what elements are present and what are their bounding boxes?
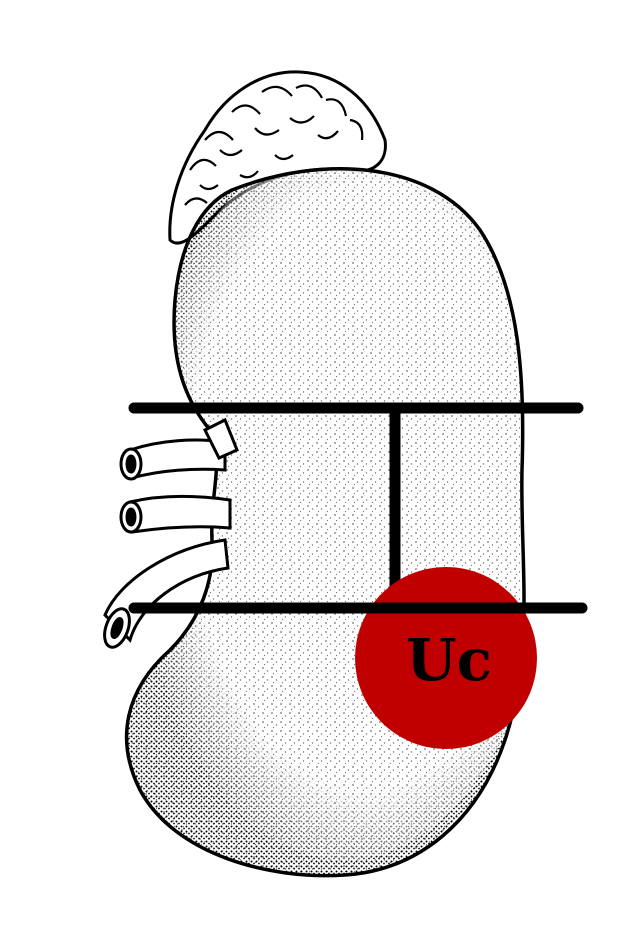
hilum-vessels bbox=[103, 417, 239, 649]
tumor-label: Uc bbox=[406, 626, 492, 694]
tumor-marker: Uc bbox=[355, 567, 537, 749]
